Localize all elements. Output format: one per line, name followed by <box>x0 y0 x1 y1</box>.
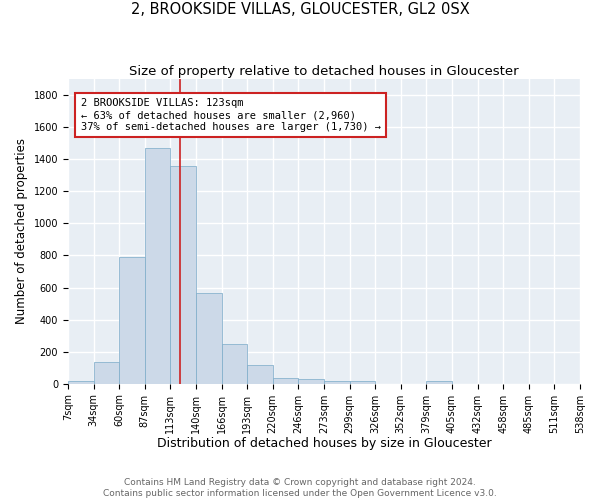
Text: 2, BROOKSIDE VILLAS, GLOUCESTER, GL2 0SX: 2, BROOKSIDE VILLAS, GLOUCESTER, GL2 0SX <box>131 2 469 18</box>
Text: Contains HM Land Registry data © Crown copyright and database right 2024.
Contai: Contains HM Land Registry data © Crown c… <box>103 478 497 498</box>
Bar <box>119 257 145 384</box>
Bar <box>196 293 221 384</box>
X-axis label: Distribution of detached houses by size in Gloucester: Distribution of detached houses by size … <box>157 437 491 450</box>
Bar <box>273 378 298 384</box>
Bar <box>170 166 196 384</box>
Y-axis label: Number of detached properties: Number of detached properties <box>15 138 28 324</box>
Bar <box>94 362 119 384</box>
Bar <box>350 382 375 384</box>
Bar <box>145 148 170 384</box>
Bar <box>68 380 94 384</box>
Bar <box>427 380 452 384</box>
Bar <box>247 366 273 384</box>
Text: 2 BROOKSIDE VILLAS: 123sqm
← 63% of detached houses are smaller (2,960)
37% of s: 2 BROOKSIDE VILLAS: 123sqm ← 63% of deta… <box>81 98 381 132</box>
Title: Size of property relative to detached houses in Gloucester: Size of property relative to detached ho… <box>129 65 519 78</box>
Bar <box>298 379 324 384</box>
Bar <box>221 344 247 384</box>
Bar <box>324 380 350 384</box>
